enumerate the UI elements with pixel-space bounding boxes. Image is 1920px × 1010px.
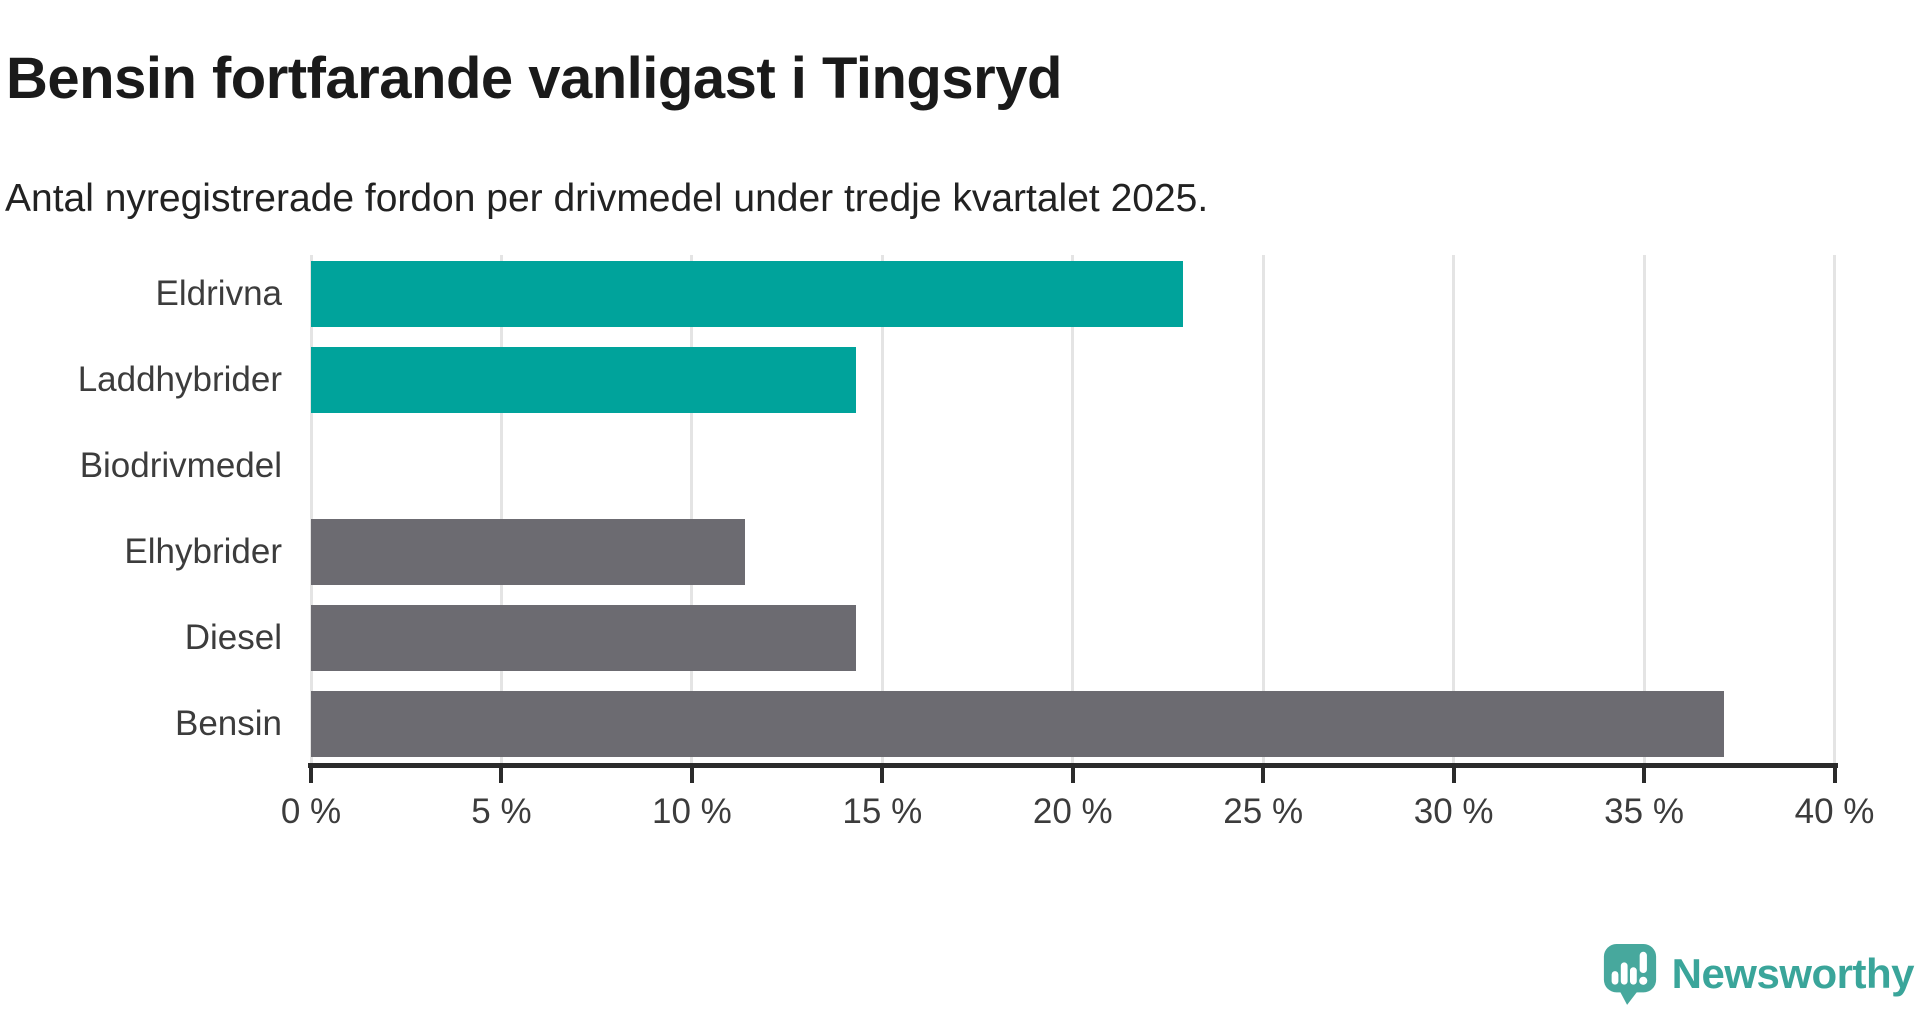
logo-bubble-tail bbox=[1618, 988, 1640, 1005]
category-label-eldrivna: Eldrivna bbox=[155, 274, 282, 313]
category-label-bensin: Bensin bbox=[174, 704, 282, 743]
x-axis-tick-label: 15 % bbox=[842, 792, 923, 831]
logo-bar-1 bbox=[1611, 971, 1619, 985]
x-axis-tick bbox=[309, 768, 313, 783]
gridline bbox=[1642, 255, 1646, 765]
category-label-laddhybrider: Laddhybrider bbox=[77, 360, 282, 399]
logo-bar-2 bbox=[1620, 962, 1628, 985]
gridline bbox=[1261, 255, 1265, 765]
gridline bbox=[1833, 255, 1836, 765]
category-label-biodrivmedel: Biodrivmedel bbox=[79, 446, 282, 485]
bar-bensin bbox=[311, 691, 1725, 757]
chart-title: Bensin fortfarande vanligast i Tingsryd bbox=[6, 45, 1062, 111]
logo-exclamation-dot bbox=[1638, 976, 1647, 985]
x-axis-tick-label: 30 % bbox=[1413, 792, 1494, 831]
x-axis-tick bbox=[1451, 768, 1456, 783]
logo-exclamation-rod bbox=[1639, 951, 1647, 974]
category-label-elhybrider: Elhybrider bbox=[124, 532, 282, 571]
bar-eldrivna bbox=[311, 261, 1184, 327]
x-axis-tick bbox=[1832, 768, 1837, 783]
x-axis-tick-label: 25 % bbox=[1223, 792, 1304, 831]
gridline bbox=[1071, 255, 1075, 765]
x-axis-tick bbox=[880, 768, 885, 783]
logo-bubble bbox=[1603, 944, 1656, 993]
x-axis-line bbox=[308, 763, 1838, 768]
gridline bbox=[880, 255, 884, 765]
chart-subtitle: Antal nyregistrerade fordon per drivmede… bbox=[5, 177, 1209, 220]
category-label-diesel: Diesel bbox=[184, 618, 282, 657]
newsworthy-logo-text: Newsworthy bbox=[1671, 950, 1915, 997]
x-axis-tick bbox=[1642, 768, 1647, 783]
newsworthy-logo: Newsworthy bbox=[1601, 942, 1915, 1006]
bar-elhybrider bbox=[311, 519, 746, 585]
x-axis-tick bbox=[1261, 768, 1266, 783]
x-axis-tick bbox=[499, 768, 504, 783]
x-axis-tick bbox=[689, 768, 694, 783]
bar-diesel bbox=[311, 605, 856, 671]
gridline bbox=[499, 255, 503, 765]
newsworthy-logo-icon bbox=[1603, 944, 1656, 1005]
gridline bbox=[309, 255, 313, 765]
gridline bbox=[690, 255, 694, 765]
x-axis-tick-label: 35 % bbox=[1604, 792, 1684, 831]
x-axis-tick-label: 0 % bbox=[280, 792, 342, 831]
x-axis-tick-label: 5 % bbox=[471, 792, 532, 831]
x-axis-tick-label: 20 % bbox=[1032, 792, 1113, 831]
gridline bbox=[1452, 255, 1456, 765]
x-axis-tick bbox=[1070, 768, 1075, 783]
bar-laddhybrider bbox=[311, 347, 856, 413]
x-axis-tick-label: 10 % bbox=[651, 792, 732, 831]
logo-bar-3 bbox=[1629, 967, 1637, 985]
x-axis-tick-label: 40 % bbox=[1794, 792, 1875, 831]
